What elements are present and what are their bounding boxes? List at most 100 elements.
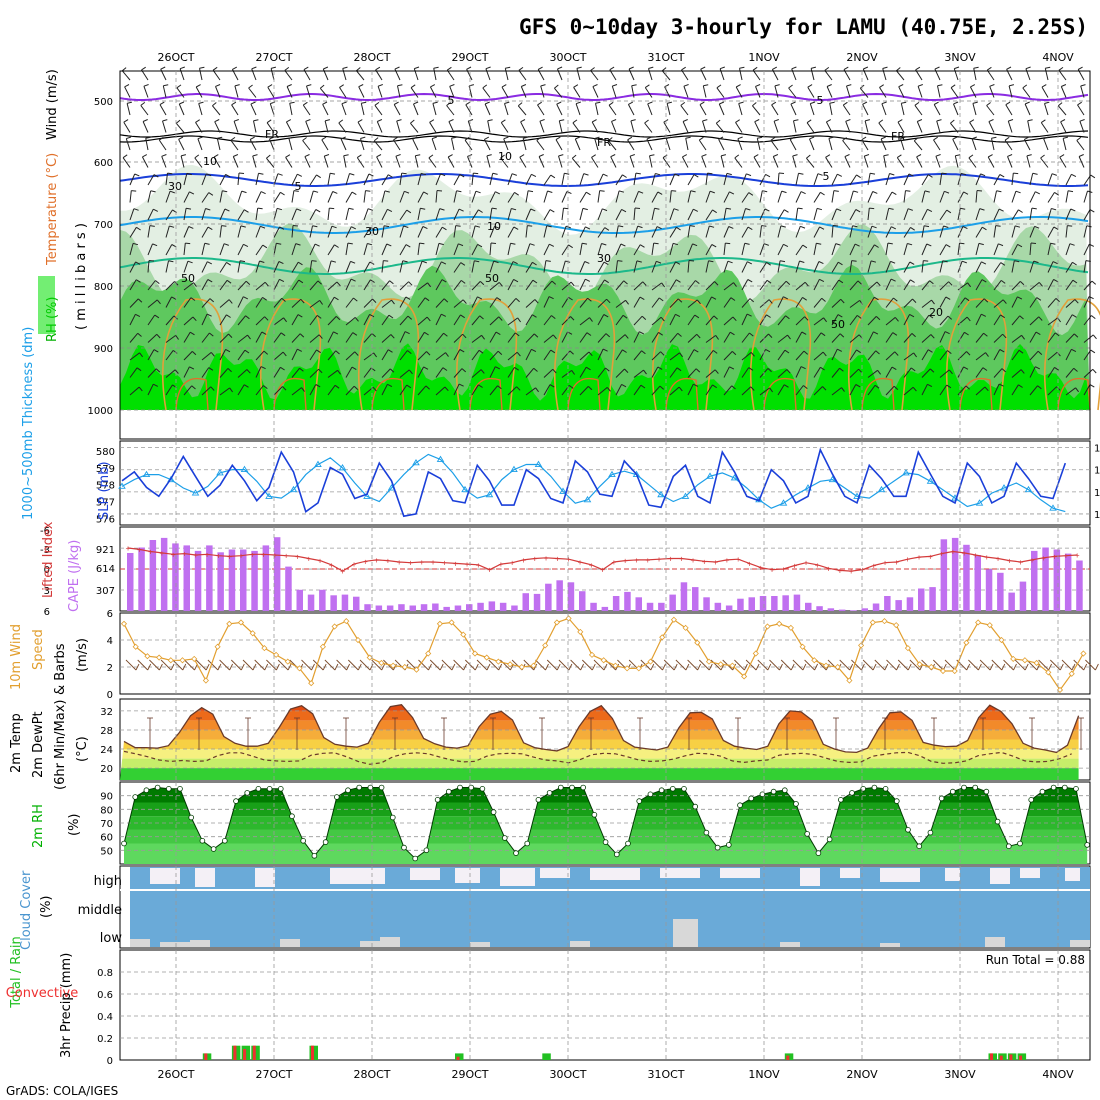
wind-barb-flag [729,331,735,336]
cape-bar [454,605,462,611]
wind-barb [809,103,815,116]
thickness-tick: 579 [96,464,115,475]
wind-barb-flag [137,298,143,303]
wind-barb-flag [582,242,588,245]
wind-barb [176,87,185,98]
wind10-point [717,661,724,668]
wind-barb-flag [143,84,149,87]
wind-barb [273,279,280,291]
wind-barb-flag [967,282,971,288]
wind-barb-flag [810,101,816,105]
wind-barb [393,139,401,151]
wind-barb-flag [338,119,344,124]
temp-band [120,730,1079,740]
wind-barb [435,226,443,238]
li-point: + [1007,557,1012,566]
wind-barb [759,208,766,221]
thickness-point [755,495,763,503]
wind-barb-flag [530,208,536,212]
wind-barb-flag [855,209,861,213]
wind-barb [1047,279,1055,291]
wind-barb-flag [131,190,137,192]
li-point: + [566,555,571,564]
wind-barb [737,138,743,151]
wind-barb-flag [674,173,680,177]
precip-panel: 0.80.60.40.20 Total / Rain Convective 3h… [6,936,1091,1067]
wind10-barb [137,659,149,671]
wind-barb-flag [425,385,430,390]
li-point: + [148,548,153,557]
wind-barb-flag [744,242,750,245]
wind10-barb-flag [662,663,666,671]
wind-barb-flag [1017,296,1023,300]
wind-barb-flag [249,136,255,140]
wind-barb [1007,156,1013,168]
wind-barb [201,367,210,378]
contour-freezing-b [119,135,1089,143]
li-point: + [453,559,458,568]
wind-barb [471,350,480,361]
wind-barb [831,261,839,273]
cape-bar [545,583,552,611]
li-point: + [352,560,357,569]
wind-barb [543,243,550,256]
wind-barb-flag [266,119,272,124]
wind-barb-flag [964,297,970,302]
wind-barb [975,208,981,221]
wind-barb-flag [404,190,410,194]
wind-barb-flag [413,101,419,105]
wind-barb-flag [731,351,737,356]
wind-barb-flag [998,208,1004,212]
wind-barb [790,103,797,116]
wind-barb-flag [582,207,588,211]
wind-barb [381,334,392,343]
wind-barb-flag [968,154,974,159]
wind-barb [615,174,623,186]
wind-barb [741,243,746,256]
rh-point [871,784,878,791]
wind-barb [759,280,768,291]
wind-barb-flag [621,208,627,213]
cape-bar [884,596,891,611]
wind-barb-flag [648,66,654,69]
wind10-barb [160,659,172,671]
wind-barb-flag [854,243,860,247]
li-tick: -6 [40,526,50,537]
temp-band [120,739,1079,749]
wind-barb-flag [634,207,641,209]
wind10-barb-flag [580,663,585,671]
wind-barb-flag [462,333,467,339]
wind-barb [410,87,419,98]
wind-barb [183,316,194,326]
rh-point [490,809,497,815]
wind-barb [651,173,656,186]
wind-barb-flag [896,67,901,72]
wind-barb-flag [963,366,969,370]
wind-barb-flag [750,386,755,391]
wind-barb-flag [622,314,628,319]
wind-barb [723,331,731,343]
wind-barb [165,296,173,308]
temp-band [120,710,1079,721]
wind-barb-flag [671,190,677,192]
rh-point [154,784,161,791]
wind-barb [489,191,496,203]
precip-tick: 0.8 [97,968,113,979]
wind-barb-flag [959,242,965,245]
wind-barb [741,367,750,378]
wind-barb-flag [383,260,389,262]
wind10-point [659,634,666,641]
wind-barb-flag [1057,102,1063,107]
wind-barb [489,385,498,396]
thickness-point [730,474,739,481]
precip-content: 0.80.60.40.20 [97,968,1090,1067]
wind-barb [1047,367,1055,378]
wind-barb [1011,334,1022,343]
wind-barb [651,191,659,203]
wind-barb-flag [1018,209,1023,213]
wind-barb-flag [332,191,338,194]
wind-barb-flag [802,244,808,249]
wind-barb [933,139,941,151]
wind-barb [831,243,837,256]
wind-barb-flag [897,154,902,159]
